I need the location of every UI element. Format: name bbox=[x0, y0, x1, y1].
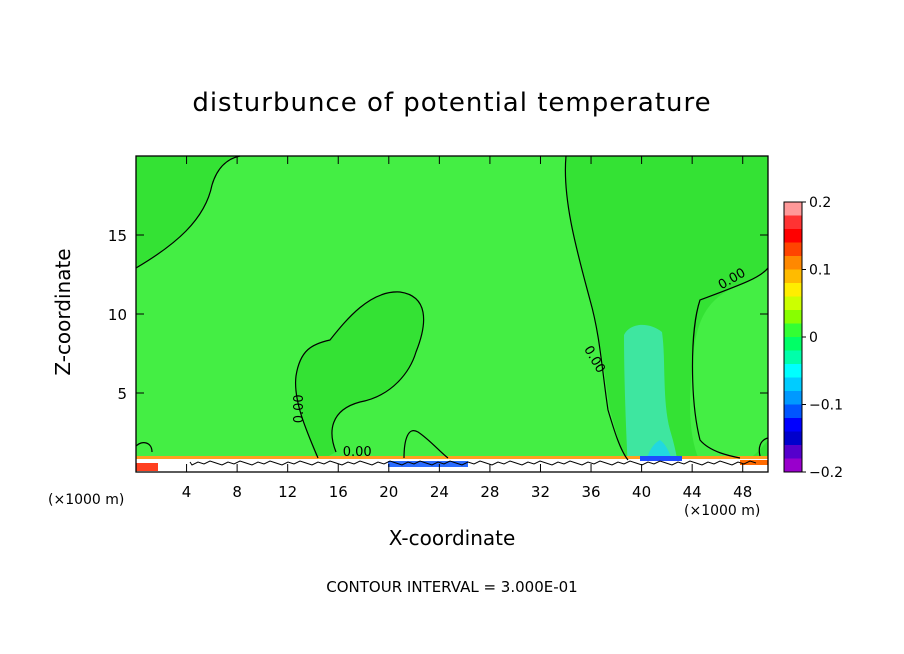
x-tick-label: 44 bbox=[683, 483, 702, 501]
x-tick-label: 24 bbox=[430, 483, 449, 501]
y-tick-label: 10 bbox=[108, 306, 127, 324]
colorbar-swatch bbox=[784, 215, 802, 230]
colorbar-tick-label: −0.2 bbox=[809, 465, 843, 481]
contour-label: 0.00 bbox=[343, 445, 372, 460]
colorbar-swatch bbox=[784, 202, 802, 216]
surface-contours bbox=[189, 460, 757, 466]
colorbar-swatch bbox=[784, 377, 802, 392]
colorbar: 0.2 0.1 0 −0.1 −0.2 bbox=[783, 195, 843, 481]
contour-line-3 bbox=[294, 291, 425, 459]
x-axis-ticks: 4 8 12 16 20 24 28 32 36 40 44 48 bbox=[182, 156, 752, 501]
colorbar-swatch bbox=[784, 445, 802, 459]
colorbar-swatch bbox=[784, 296, 802, 311]
colorbar-swatch bbox=[784, 269, 802, 284]
contour-line-6 bbox=[758, 437, 769, 457]
colorbar-tick-label: 0.2 bbox=[809, 195, 831, 211]
colorbar-swatch bbox=[784, 310, 802, 324]
x-tick-label: 12 bbox=[278, 483, 297, 501]
colorbar-swatch bbox=[784, 283, 802, 297]
surface-cold-patch-right bbox=[640, 456, 682, 461]
y-axis-label: Z-coordinate bbox=[51, 248, 75, 376]
colorbar-tick-label: −0.1 bbox=[809, 398, 843, 414]
contour-label: 0.00 bbox=[292, 394, 307, 423]
colorbar-tick-label: 0.1 bbox=[809, 263, 831, 279]
colorbar-swatch bbox=[784, 431, 802, 446]
colorbar-swatch bbox=[784, 323, 802, 338]
x-tick-label: 20 bbox=[379, 483, 398, 501]
colorbar-swatch bbox=[784, 418, 802, 432]
colorbar-swatch bbox=[784, 242, 802, 257]
colorbar-swatch bbox=[784, 337, 802, 351]
colorbar-swatch bbox=[784, 229, 802, 243]
x-tick-label: 48 bbox=[733, 483, 752, 501]
contour-line-1 bbox=[564, 155, 629, 461]
x-unit-right: (×1000 m) bbox=[684, 503, 761, 519]
x-tick-label: 16 bbox=[329, 483, 348, 501]
x-unit-left: (×1000 m) bbox=[48, 492, 125, 508]
colorbar-swatch bbox=[784, 458, 802, 473]
x-tick-label: 32 bbox=[531, 483, 550, 501]
chart-title: disturbunce of potential temperature bbox=[192, 88, 712, 118]
field-layer bbox=[136, 156, 768, 472]
y-tick-label: 5 bbox=[117, 385, 127, 403]
surface-warm-line bbox=[136, 456, 768, 459]
cold-plume bbox=[624, 324, 678, 470]
y-axis-ticks: 5 10 15 bbox=[108, 227, 768, 403]
colorbar-swatch bbox=[784, 256, 802, 270]
colorbar-swatch bbox=[784, 364, 802, 378]
field-blob bbox=[295, 291, 424, 462]
colorbar-tick-label: 0 bbox=[809, 330, 818, 346]
contour-interval-note: CONTOUR INTERVAL = 3.000E-01 bbox=[326, 578, 578, 596]
contour-line-5 bbox=[135, 442, 153, 453]
colorbar-swatch bbox=[784, 404, 802, 419]
colorbar-swatch bbox=[784, 391, 802, 405]
contour-line-2 bbox=[691, 267, 769, 459]
x-tick-label: 4 bbox=[182, 483, 192, 501]
contour-line-0 bbox=[135, 155, 241, 269]
colorbar-swatch bbox=[784, 350, 802, 365]
x-tick-label: 40 bbox=[632, 483, 651, 501]
contour-line-4 bbox=[403, 430, 449, 459]
y-tick-label: 15 bbox=[108, 227, 127, 245]
field-inner-region bbox=[136, 156, 768, 462]
x-tick-label: 36 bbox=[581, 483, 600, 501]
x-tick-label: 28 bbox=[480, 483, 499, 501]
surface-warm-patch bbox=[136, 463, 158, 471]
x-tick-label: 8 bbox=[232, 483, 242, 501]
x-axis-label: X-coordinate bbox=[388, 526, 516, 550]
